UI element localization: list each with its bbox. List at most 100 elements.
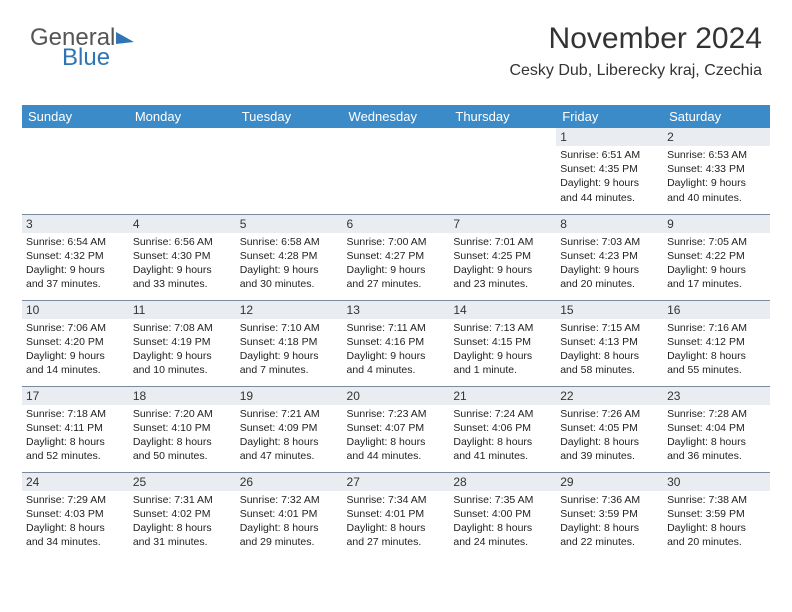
day-number: 17 — [22, 387, 129, 405]
day-number: 14 — [449, 301, 556, 319]
calendar-week-row: 1 Sunrise: 6:51 AMSunset: 4:35 PMDaylight… — [22, 128, 770, 214]
day-number: 20 — [343, 387, 450, 405]
calendar-day-cell: 14 Sunrise: 7:13 AMSunset: 4:15 PMDayligh… — [449, 300, 556, 386]
day-number: 23 — [663, 387, 770, 405]
calendar-day-cell — [343, 128, 450, 214]
day-details: Sunrise: 7:18 AMSunset: 4:11 PMDaylight:… — [26, 407, 125, 464]
day-number: 21 — [449, 387, 556, 405]
calendar-day-cell: 9 Sunrise: 7:05 AMSunset: 4:22 PMDaylight… — [663, 214, 770, 300]
calendar-day-cell: 4Sunrise: 6:56 AMSunset: 4:30 PMDaylight… — [129, 214, 236, 300]
calendar-day-cell: 11 Sunrise: 7:08 AMSunset: 4:19 PMDayligh… — [129, 300, 236, 386]
calendar-day-cell: 23Sunrise: 7:28 AMSunset: 4:04 PMDayligh… — [663, 386, 770, 472]
day-number: 25 — [129, 473, 236, 491]
day-number: 10 — [22, 301, 129, 319]
calendar-day-cell: 21 Sunrise: 7:24 AMSunset: 4:06 PMDayligh… — [449, 386, 556, 472]
calendar-day-cell — [449, 128, 556, 214]
day-number: 16 — [663, 301, 770, 319]
day-details: Sunrise: 7:11 AMSunset: 4:16 PMDaylight:… — [347, 321, 446, 378]
day-number: 24 — [22, 473, 129, 491]
calendar: SundayMondayTuesdayWednesdayThursdayFrid… — [22, 105, 770, 558]
calendar-day-cell: 29 Sunrise: 7:36 AMSunset: 3:59 PMDayligh… — [556, 472, 663, 558]
day-details: Sunrise: 7:29 AMSunset: 4:03 PMDaylight:… — [26, 493, 125, 550]
logo-triangle-icon — [116, 30, 134, 44]
calendar-day-cell: 25 Sunrise: 7:31 AMSunset: 4:02 PMDayligh… — [129, 472, 236, 558]
calendar-day-cell: 20Sunrise: 7:23 AMSunset: 4:07 PMDayligh… — [343, 386, 450, 472]
day-number: 22 — [556, 387, 663, 405]
day-details: Sunrise: 7:16 AMSunset: 4:12 PMDaylight:… — [667, 321, 766, 378]
calendar-day-cell — [129, 128, 236, 214]
header: November 2024 Cesky Dub, Liberecky kraj,… — [509, 22, 762, 80]
day-details: Sunrise: 7:24 AMSunset: 4:06 PMDaylight:… — [453, 407, 552, 464]
day-details: Sunrise: 7:03 AMSunset: 4:23 PMDaylight:… — [560, 235, 659, 292]
calendar-day-cell: 28Sunrise: 7:35 AMSunset: 4:00 PMDayligh… — [449, 472, 556, 558]
day-number: 18 — [129, 387, 236, 405]
day-details: Sunrise: 7:35 AMSunset: 4:00 PMDaylight:… — [453, 493, 552, 550]
calendar-week-row: 24 Sunrise: 7:29 AMSunset: 4:03 PMDayligh… — [22, 472, 770, 558]
day-number: 4 — [129, 215, 236, 233]
day-number: 27 — [343, 473, 450, 491]
calendar-day-cell: 7 Sunrise: 7:01 AMSunset: 4:25 PMDaylight… — [449, 214, 556, 300]
column-header: Tuesday — [236, 105, 343, 128]
calendar-day-cell — [22, 128, 129, 214]
calendar-day-cell: 5Sunrise: 6:58 AMSunset: 4:28 PMDaylight… — [236, 214, 343, 300]
day-details: Sunrise: 7:05 AMSunset: 4:22 PMDaylight:… — [667, 235, 766, 292]
day-details: Sunrise: 6:53 AMSunset: 4:33 PMDaylight:… — [667, 148, 766, 205]
calendar-day-cell: 30 Sunrise: 7:38 AMSunset: 3:59 PMDayligh… — [663, 472, 770, 558]
calendar-day-cell: 24 Sunrise: 7:29 AMSunset: 4:03 PMDayligh… — [22, 472, 129, 558]
column-header: Sunday — [22, 105, 129, 128]
calendar-day-cell: 12 Sunrise: 7:10 AMSunset: 4:18 PMDayligh… — [236, 300, 343, 386]
calendar-week-row: 3Sunrise: 6:54 AMSunset: 4:32 PMDaylight… — [22, 214, 770, 300]
day-number: 30 — [663, 473, 770, 491]
day-number: 1 — [556, 128, 663, 146]
day-details: Sunrise: 6:58 AMSunset: 4:28 PMDaylight:… — [240, 235, 339, 292]
day-number: 6 — [343, 215, 450, 233]
column-header: Thursday — [449, 105, 556, 128]
day-details: Sunrise: 7:10 AMSunset: 4:18 PMDaylight:… — [240, 321, 339, 378]
calendar-table: SundayMondayTuesdayWednesdayThursdayFrid… — [22, 105, 770, 558]
calendar-day-cell: 27 Sunrise: 7:34 AMSunset: 4:01 PMDayligh… — [343, 472, 450, 558]
day-number: 2 — [663, 128, 770, 146]
calendar-day-cell: 26 Sunrise: 7:32 AMSunset: 4:01 PMDayligh… — [236, 472, 343, 558]
day-number: 11 — [129, 301, 236, 319]
logo-line2: Blue — [30, 44, 110, 72]
calendar-day-cell: 8 Sunrise: 7:03 AMSunset: 4:23 PMDaylight… — [556, 214, 663, 300]
page-subtitle: Cesky Dub, Liberecky kraj, Czechia — [509, 62, 762, 80]
day-number: 7 — [449, 215, 556, 233]
day-details: Sunrise: 7:00 AMSunset: 4:27 PMDaylight:… — [347, 235, 446, 292]
calendar-day-cell: 3Sunrise: 6:54 AMSunset: 4:32 PMDaylight… — [22, 214, 129, 300]
day-number: 29 — [556, 473, 663, 491]
calendar-day-cell: 15 Sunrise: 7:15 AMSunset: 4:13 PMDayligh… — [556, 300, 663, 386]
day-details: Sunrise: 7:34 AMSunset: 4:01 PMDaylight:… — [347, 493, 446, 550]
day-details: Sunrise: 7:01 AMSunset: 4:25 PMDaylight:… — [453, 235, 552, 292]
day-details: Sunrise: 6:51 AMSunset: 4:35 PMDaylight:… — [560, 148, 659, 205]
page-title: November 2024 — [509, 22, 762, 56]
day-number: 9 — [663, 215, 770, 233]
day-details: Sunrise: 7:06 AMSunset: 4:20 PMDaylight:… — [26, 321, 125, 378]
column-header: Monday — [129, 105, 236, 128]
day-details: Sunrise: 7:32 AMSunset: 4:01 PMDaylight:… — [240, 493, 339, 550]
column-header: Saturday — [663, 105, 770, 128]
calendar-day-cell: 16 Sunrise: 7:16 AMSunset: 4:12 PMDayligh… — [663, 300, 770, 386]
calendar-day-cell: 6 Sunrise: 7:00 AMSunset: 4:27 PMDaylight… — [343, 214, 450, 300]
column-header: Friday — [556, 105, 663, 128]
day-details: Sunrise: 7:36 AMSunset: 3:59 PMDaylight:… — [560, 493, 659, 550]
calendar-week-row: 10 Sunrise: 7:06 AMSunset: 4:20 PMDayligh… — [22, 300, 770, 386]
day-number: 12 — [236, 301, 343, 319]
calendar-day-cell: 22 Sunrise: 7:26 AMSunset: 4:05 PMDayligh… — [556, 386, 663, 472]
day-number: 15 — [556, 301, 663, 319]
day-details: Sunrise: 7:38 AMSunset: 3:59 PMDaylight:… — [667, 493, 766, 550]
calendar-day-cell — [236, 128, 343, 214]
day-details: Sunrise: 7:13 AMSunset: 4:15 PMDaylight:… — [453, 321, 552, 378]
day-details: Sunrise: 7:20 AMSunset: 4:10 PMDaylight:… — [133, 407, 232, 464]
day-number: 13 — [343, 301, 450, 319]
calendar-header-row: SundayMondayTuesdayWednesdayThursdayFrid… — [22, 105, 770, 128]
day-details: Sunrise: 7:08 AMSunset: 4:19 PMDaylight:… — [133, 321, 232, 378]
day-details: Sunrise: 7:26 AMSunset: 4:05 PMDaylight:… — [560, 407, 659, 464]
day-number: 8 — [556, 215, 663, 233]
day-details: Sunrise: 7:15 AMSunset: 4:13 PMDaylight:… — [560, 321, 659, 378]
day-details: Sunrise: 6:54 AMSunset: 4:32 PMDaylight:… — [26, 235, 125, 292]
day-details: Sunrise: 7:31 AMSunset: 4:02 PMDaylight:… — [133, 493, 232, 550]
calendar-day-cell: 18 Sunrise: 7:20 AMSunset: 4:10 PMDayligh… — [129, 386, 236, 472]
day-number: 26 — [236, 473, 343, 491]
calendar-day-cell: 2 Sunrise: 6:53 AMSunset: 4:33 PMDaylight… — [663, 128, 770, 214]
